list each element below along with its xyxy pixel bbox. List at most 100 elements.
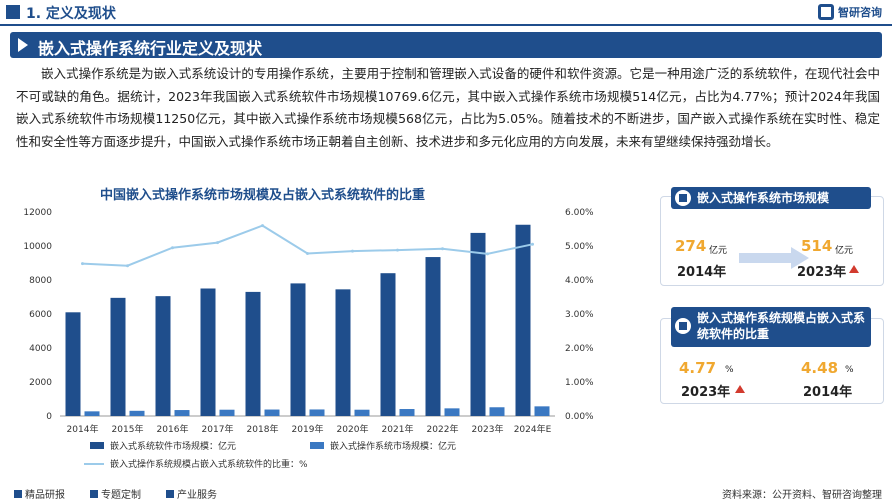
share-left-unit: %: [725, 365, 734, 375]
source-note: 资料来源：公开资料、智研咨询整理: [722, 490, 882, 500]
x-tick-label: 2021年: [382, 423, 414, 435]
bar-os: [309, 409, 325, 416]
legend-label: 嵌入式系统软件市场规模：亿元: [110, 440, 236, 452]
service-icon: [166, 489, 174, 498]
bar-software: [335, 289, 351, 416]
y-left-tick-label: 4000: [29, 344, 52, 354]
bar-software: [155, 296, 171, 416]
share-left-year: 2023年: [681, 385, 731, 400]
y-left-tick-label: 12000: [23, 208, 52, 218]
legend-swatch: [310, 442, 324, 449]
bar-os: [399, 409, 415, 416]
y-left-tick-label: 0: [46, 412, 52, 422]
market-size-left-value: 274: [675, 237, 707, 255]
share-point: [531, 242, 534, 246]
share-right-year: 2014年: [803, 385, 853, 400]
x-tick-label: 2020年: [337, 423, 369, 435]
x-tick-label: 2018年: [247, 423, 279, 435]
share-point: [171, 246, 174, 250]
share-point: [126, 264, 129, 268]
y-left-tick-label: 2000: [29, 378, 52, 388]
y-right-tick-label: 0.00%: [565, 412, 594, 422]
bar-software: [380, 273, 396, 416]
bar-os: [129, 410, 145, 416]
up-arrow-icon: [849, 265, 859, 273]
market-size-left-year: 2014年: [677, 265, 727, 280]
bar-os: [534, 406, 550, 416]
section-title: 1. 定义及现状: [26, 6, 116, 22]
bar-software: [425, 257, 441, 416]
x-tick-label: 2015年: [112, 423, 144, 435]
y-left-tick-label: 6000: [29, 310, 52, 320]
chart-icon: [675, 190, 691, 206]
top-bar: 1. 定义及现状 智研咨询: [0, 0, 892, 26]
share-left-value: 4.77: [679, 359, 717, 377]
x-tick-label: 2019年: [292, 423, 324, 435]
x-tick-label: 2014年: [67, 423, 99, 435]
right-arrow-icon: [739, 247, 809, 269]
share-point: [351, 249, 354, 253]
x-tick-label: 2017年: [202, 423, 234, 435]
share-point: [81, 262, 84, 266]
x-tick-label: 2024年E: [514, 423, 552, 435]
legend-label: 嵌入式操作系统规模占嵌入式系统软件的比重：%: [110, 458, 308, 470]
y-left-tick-label: 8000: [29, 276, 52, 286]
share-point: [261, 224, 264, 228]
market-size-right-year: 2023年: [797, 265, 847, 280]
market-size-right-value: 514: [801, 237, 833, 255]
bar-software: [200, 288, 216, 416]
market-size-card-title: 嵌入式操作系统市场规模: [697, 191, 830, 205]
section-marker-icon: [6, 5, 20, 19]
footer-item[interactable]: 产业服务: [166, 486, 217, 500]
market-size-card: 嵌入式操作系统市场规模 274 亿元 2014年 514 亿元 2023年: [660, 187, 884, 286]
bar-software: [290, 283, 306, 416]
share-card-title: 嵌入式操作系统规模占嵌入式系统软件的比重: [697, 311, 866, 341]
share-right-unit: %: [845, 365, 854, 375]
y-right-tick-label: 5.00%: [565, 242, 594, 252]
page-title: 嵌入式操作系统行业定义及现状: [38, 39, 263, 58]
custom-icon: [90, 489, 98, 498]
title-banner: 嵌入式操作系统行业定义及现状: [10, 32, 882, 58]
share-right-value: 4.48: [801, 359, 839, 377]
y-right-tick-label: 3.00%: [565, 310, 594, 320]
share-line: [82, 224, 533, 267]
bar-os: [489, 407, 505, 416]
y-right-tick-label: 6.00%: [565, 208, 594, 218]
bar-os: [174, 410, 190, 416]
legend-swatch: [90, 442, 104, 449]
chart-title: 中国嵌入式操作系统市场规模及占嵌入式系统软件的比重: [100, 188, 426, 203]
triangle-marker-icon: [18, 38, 28, 52]
legend-label: 嵌入式操作系统市场规模：亿元: [330, 440, 456, 452]
bar-software: [470, 232, 486, 416]
bar-os: [219, 409, 235, 416]
footer-item[interactable]: 专题定制: [90, 486, 141, 500]
footer-item[interactable]: 精品研报: [14, 486, 65, 500]
bar-software: [515, 224, 531, 416]
x-tick-label: 2016年: [157, 423, 189, 435]
share-point: [216, 241, 219, 245]
x-tick-label: 2022年: [427, 423, 459, 435]
y-right-tick-label: 2.00%: [565, 344, 594, 354]
intro-paragraph: 嵌入式操作系统是为嵌入式系统设计的专用操作系统，主要用于控制和管理嵌入式设备的硬…: [16, 66, 880, 149]
market-size-left-unit: 亿元: [709, 246, 728, 256]
market-size-right-unit: 亿元: [835, 246, 854, 256]
share-point: [306, 251, 309, 255]
logo-text: 智研咨询: [838, 6, 882, 19]
bar-software: [110, 297, 126, 416]
y-right-tick-label: 1.00%: [565, 378, 594, 388]
bar-os: [84, 411, 100, 416]
y-left-tick-label: 10000: [23, 242, 52, 252]
report-icon: [14, 489, 22, 498]
logo-mark-icon: [818, 4, 834, 20]
market-size-card-header: 嵌入式操作系统市场规模: [671, 187, 871, 209]
bar-os: [444, 408, 460, 416]
chart-icon: [675, 318, 691, 334]
bar-software: [65, 312, 81, 416]
footer-item-label: 专题定制: [101, 490, 141, 500]
share-point: [396, 248, 399, 252]
market-size-chart: 0 2000 4000 6000 8000 10000 12000 0.00% 1.00% 2.0…: [23, 208, 594, 470]
share-point: [486, 252, 489, 256]
bar-os: [264, 409, 280, 416]
up-arrow-icon: [735, 385, 745, 393]
footer: 精品研报 专题定制 产业服务 资料来源：公开资料、智研咨询整理: [0, 484, 892, 500]
